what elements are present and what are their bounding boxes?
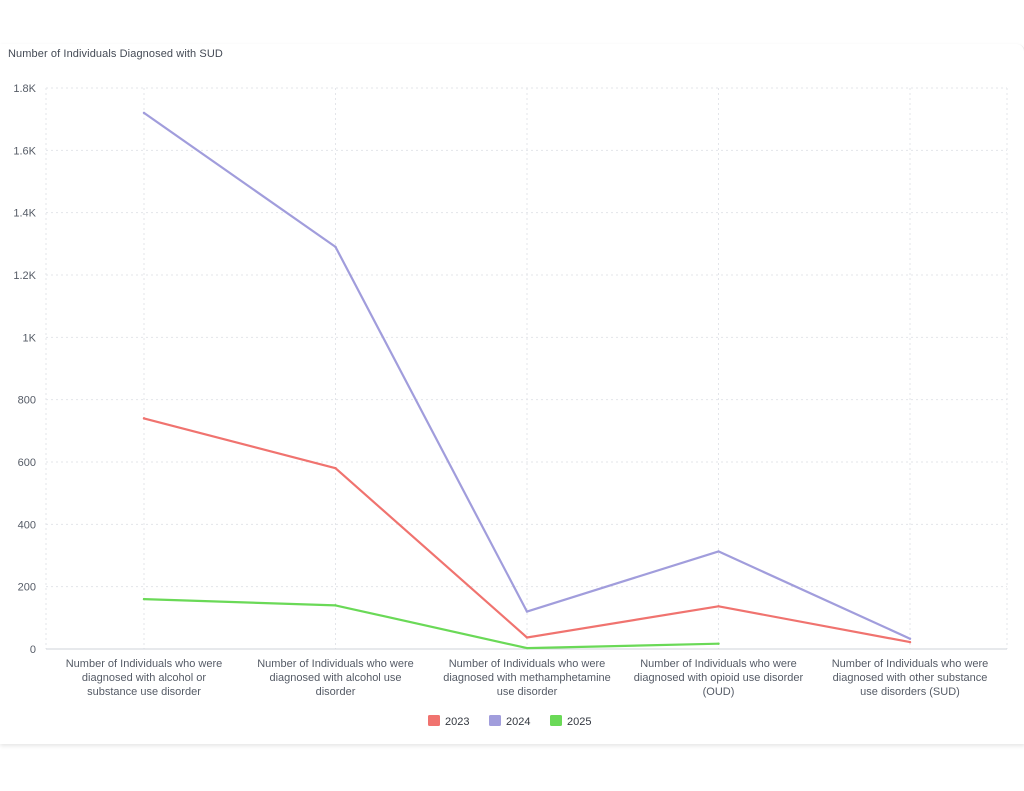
x-tick-label: Number of Individuals who were diagnosed … [66,658,223,698]
data-point-2024[interactable] [717,550,720,553]
data-point-2025[interactable] [142,597,146,601]
data-point-2024[interactable] [525,610,529,613]
data-point-2024[interactable] [908,637,912,640]
data-point-2023[interactable] [525,636,529,639]
legend[interactable]: 2023 2024 2025 [428,715,591,728]
data-point-2025[interactable] [525,646,529,650]
x-tick-label: Number of Individuals who were diagnosed … [832,658,989,698]
legend-swatch [550,715,562,726]
y-tick-label: 800 [18,395,36,407]
y-tick-label: 200 [18,582,36,594]
legend-label: 2023 [445,716,469,728]
grid-lines [45,87,1008,649]
legend-swatch [428,715,440,726]
x-axis: Number of Individuals who were diagnosed … [46,648,1007,698]
y-tick-label: 1.8K [13,83,36,95]
y-tick-label: 400 [18,519,36,531]
y-tick-label: 1.6K [13,145,36,157]
y-tick-label: 600 [18,457,36,469]
data-point-2023[interactable] [142,417,146,420]
y-axis: 0 200 400 600 800 1K 1.2K 1.4K 1.6K 1.8K [13,83,36,656]
y-tick-label: 1.2K [13,270,36,282]
series-lines [142,111,912,650]
legend-item-2025[interactable]: 2025 [550,715,591,728]
data-point-2025[interactable] [717,642,720,645]
y-tick-label: 1.4K [13,208,36,220]
data-point-2024[interactable] [334,245,337,249]
y-tick-label: 0 [30,644,36,656]
data-point-2023[interactable] [717,605,720,608]
y-tick-label: 1K [23,332,37,344]
x-tick-label: Number of Individuals who were diagnosed … [257,658,414,698]
legend-label: 2025 [567,716,591,728]
x-tick-label: Number of Individuals who were diagnosed … [634,658,804,698]
legend-swatch [489,715,501,726]
chart-card [0,44,1024,744]
legend-item-2024[interactable]: 2024 [489,715,530,728]
x-tick-label: Number of Individuals who were diagnosed … [443,658,611,698]
data-point-2023[interactable] [334,467,337,470]
data-point-2024[interactable] [142,111,146,115]
series-line-2025[interactable] [142,598,720,650]
legend-label: 2024 [506,716,530,728]
legend-item-2023[interactable]: 2023 [428,715,469,728]
chart-title: Number of Individuals Diagnosed with SUD [8,48,223,60]
data-point-2023[interactable] [908,640,912,644]
data-point-2025[interactable] [334,604,337,607]
